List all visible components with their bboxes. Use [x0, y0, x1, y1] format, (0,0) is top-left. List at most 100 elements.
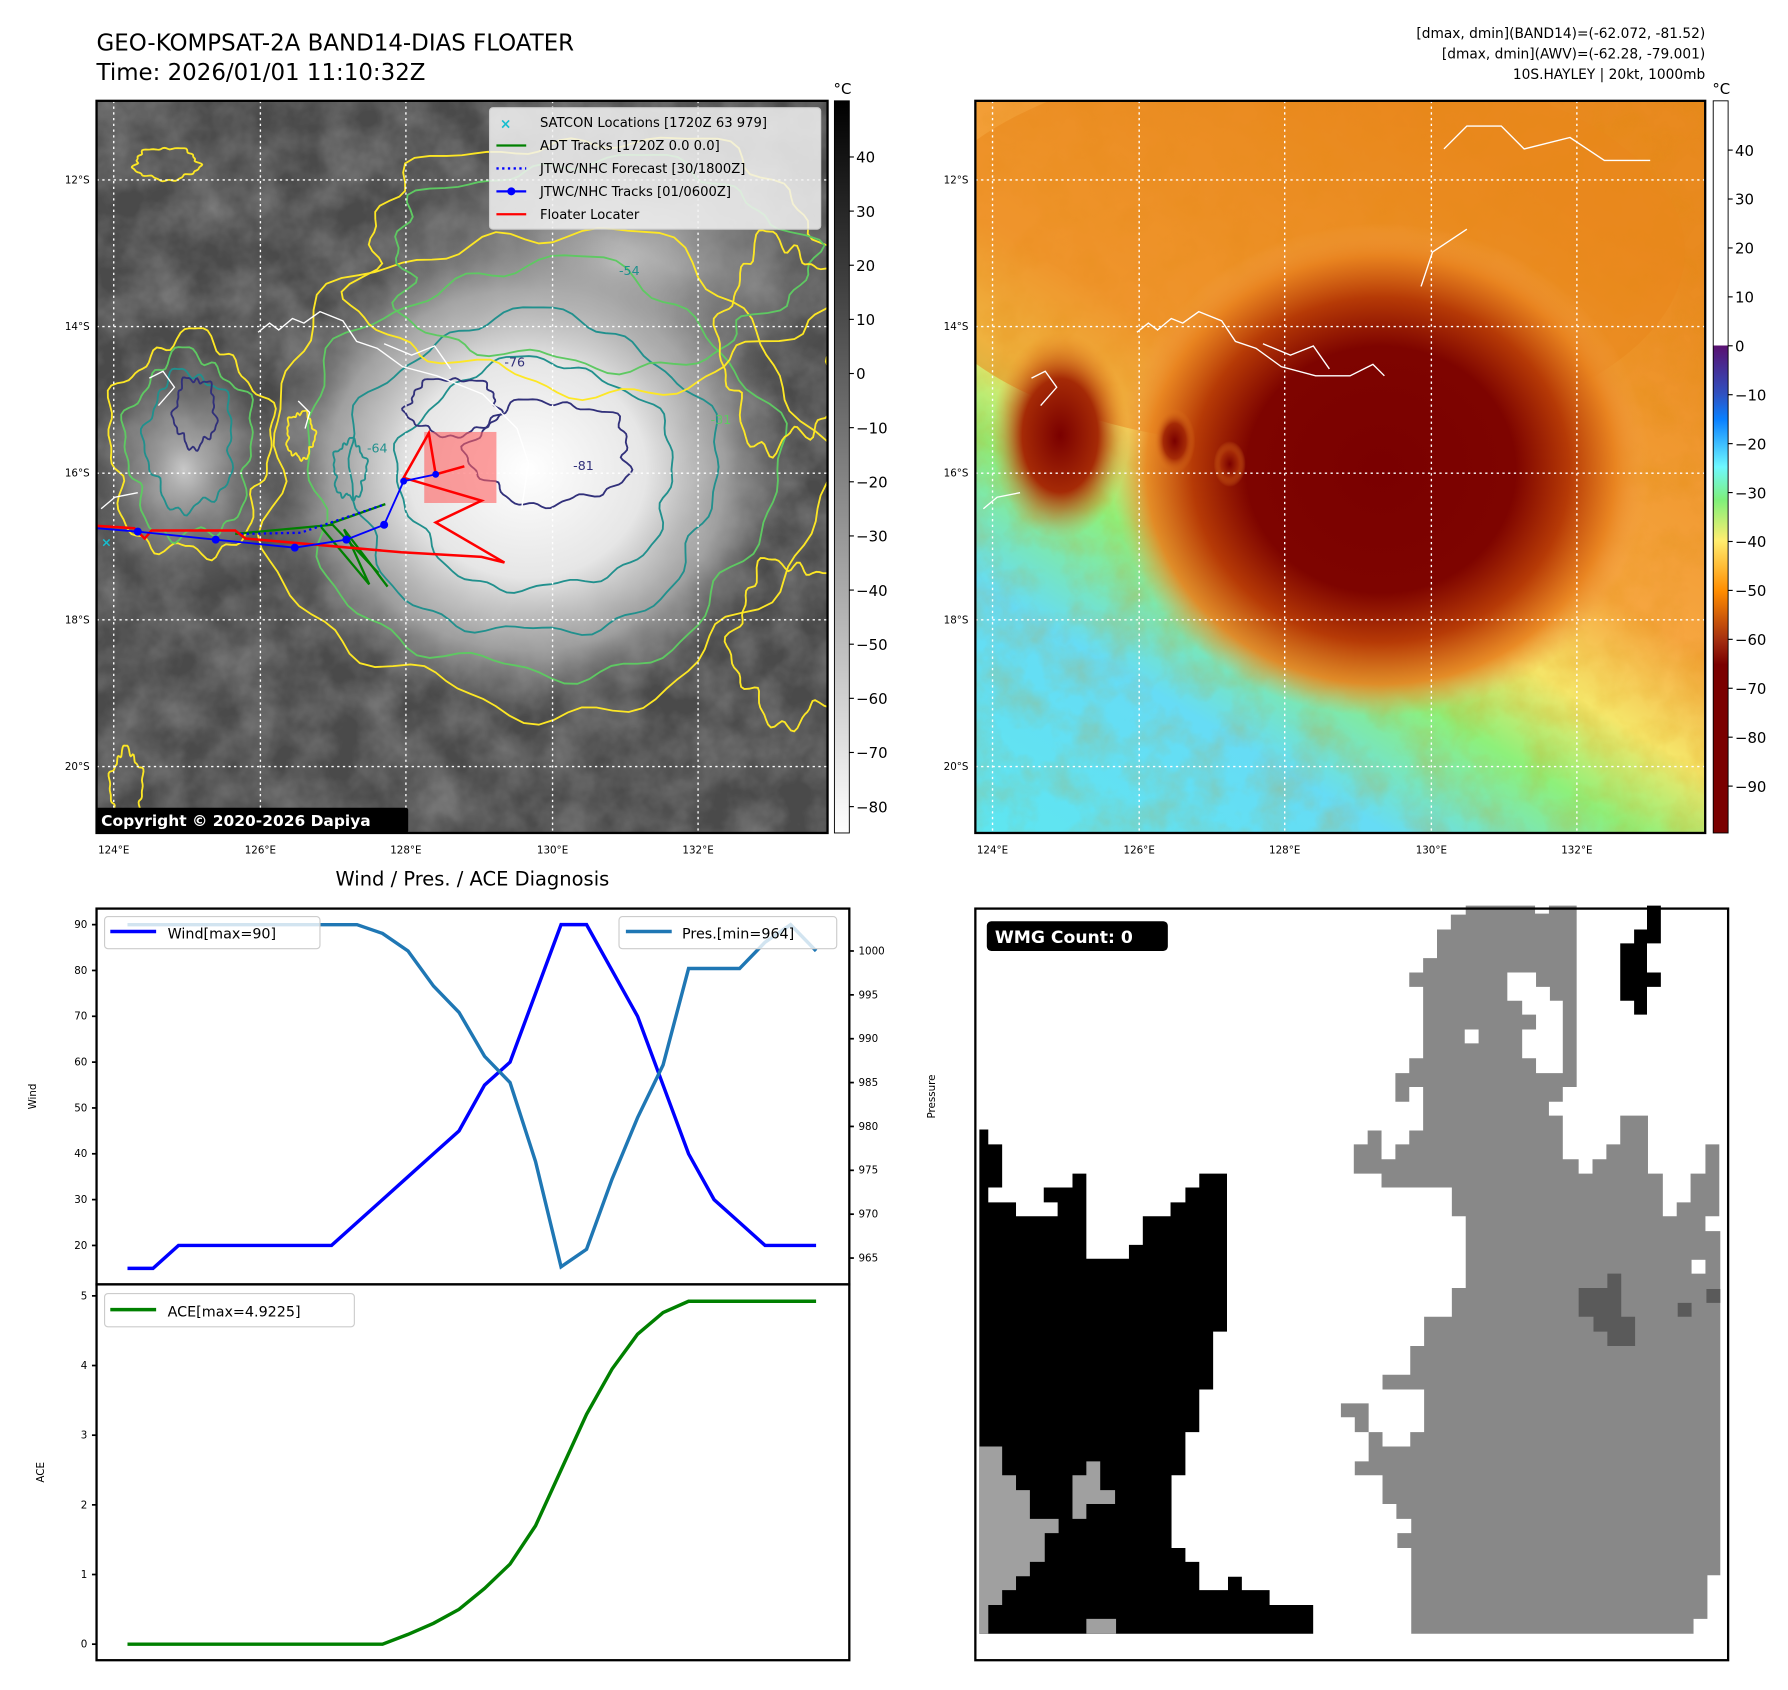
- colorbar-tick-label: −80: [1735, 729, 1766, 747]
- wind-tick-label: 40: [74, 1148, 87, 1160]
- contour-line: [170, 376, 219, 452]
- pressure-tick-label: 970: [858, 1209, 878, 1221]
- left-map-lon-label: 132°E: [682, 845, 713, 857]
- ace-legend-label: ACE[max=4.9225]: [168, 1304, 301, 1320]
- colorbar-tick-label: −50: [856, 636, 887, 654]
- wmg-count-label: WMG Count: 0: [995, 928, 1133, 948]
- wind-pressure-chart: Wind Pressure 20 30 40 50 60 70 80 90 965 970 975 9…: [27, 907, 938, 1286]
- band14-range-info: [dmax, dmin](BAND14)=(-62.072, -81.52): [1416, 26, 1705, 42]
- cloud-cluster-west: [96, 343, 287, 596]
- right-map-lon-label: 132°E: [1561, 845, 1592, 857]
- adt-track: [320, 526, 389, 588]
- colorbar-tick-label: 0: [856, 365, 865, 383]
- colorbar-tick-label: −40: [1735, 533, 1766, 551]
- legend-adt: ADT Tracks [1720Z 0.0 0.0]: [540, 139, 720, 154]
- contour-label: -64: [367, 441, 388, 456]
- jtwc-track-points: [133, 470, 440, 552]
- wmg-panel: WMG Count: 0: [974, 905, 1730, 1662]
- pressure-tick-label: 1000: [858, 945, 884, 957]
- wmg-count-badge: [986, 921, 1168, 951]
- wmg-clear-region: [1507, 972, 1563, 1074]
- legend-tracks: JTWC/NHC Tracks [01/0600Z]: [539, 185, 731, 200]
- wmg-darkgray-region: [1706, 1289, 1721, 1303]
- pressure-tick-label: 980: [858, 1121, 878, 1133]
- right-map-lat-label: 12°S: [944, 174, 969, 186]
- colorbar-tick-label: 30: [856, 203, 875, 221]
- map-gridlines: [975, 100, 1706, 833]
- ace-axis-label: ACE: [35, 1462, 47, 1483]
- ace-tick-label: 4: [81, 1360, 88, 1372]
- contour-line: [723, 557, 828, 733]
- wind-tick-label: 90: [74, 919, 87, 931]
- contour-label: -76: [504, 355, 525, 370]
- wind-tick-label: 30: [74, 1194, 87, 1206]
- wind-tick-label: 80: [74, 965, 87, 977]
- colorbar-unit: °C: [1712, 80, 1730, 98]
- satcon-x-icon: ×: [500, 116, 512, 132]
- copyright-badge: [96, 807, 409, 833]
- colorbar-tick-label: −10: [1735, 386, 1766, 404]
- coastline: [100, 310, 530, 510]
- contour-line: [130, 146, 204, 183]
- left-map-lat-label: 20°S: [65, 761, 90, 773]
- contour-line: [106, 327, 277, 562]
- right-map-lat-label: 14°S: [944, 321, 969, 333]
- left-map-lon-label: 130°E: [537, 845, 568, 857]
- storm-info: 10S.HAYLEY | 20kt, 1000mb: [1513, 67, 1705, 83]
- wind-series-line: [127, 922, 817, 1271]
- colorbar-tick-label: 40: [856, 149, 875, 167]
- wmg-clear-region: [1464, 1029, 1479, 1044]
- cold-cloud-cell: [1154, 409, 1196, 474]
- contour-line: [332, 436, 369, 503]
- colorbar-tick-label: −20: [856, 474, 887, 492]
- floater-locater-track: [96, 429, 506, 564]
- wind-tick-label: 50: [74, 1102, 87, 1114]
- right-map-lat-label: 20°S: [944, 761, 969, 773]
- wind-legend-label: Wind[max=90]: [168, 926, 277, 942]
- left-map-lat-label: 14°S: [65, 321, 90, 333]
- colorbar-tick-label: 30: [1735, 191, 1754, 209]
- contour-label: -81: [573, 458, 594, 473]
- right-map-lon-label: 128°E: [1269, 845, 1300, 857]
- ir-grayscale-map[interactable]: -54 -31 -64 -76 -81 × Copyright © 2020-2…: [81, 100, 872, 833]
- wmg-darkgray-region: [1677, 1302, 1692, 1317]
- wmg-darkgray-region: [1578, 1273, 1636, 1346]
- colorbar-tick-label: −50: [1735, 582, 1766, 600]
- left-map-frame: [95, 99, 829, 835]
- legend-floater: Floater Locater: [540, 208, 640, 223]
- map-axis-labels: 12°S 12°S 14°S 14°S 16°S 16°S 18°S 18°S 20°S 20°S…: [65, 174, 1593, 856]
- right-map-lat-label: 16°S: [944, 468, 969, 480]
- pressure-tick-label: 985: [858, 1077, 878, 1089]
- legend-satcon: SATCON Locations [1720Z 63 979]: [540, 116, 767, 131]
- ace-tick-label: 5: [81, 1290, 88, 1302]
- pressure-tick-label: 995: [858, 989, 878, 1001]
- colorbar-tick-label: 0: [1735, 338, 1744, 356]
- wmg-black-region: [979, 1129, 1314, 1634]
- contour-line: [285, 409, 318, 463]
- rainbow-colorbar: [1712, 100, 1729, 834]
- pressure-tick-label: 975: [858, 1165, 878, 1177]
- colorbar-tick-label: −80: [856, 798, 887, 816]
- wind-axis-label: Wind: [27, 1084, 39, 1110]
- coastline: [982, 125, 1651, 510]
- right-map-lon-label: 130°E: [1416, 845, 1447, 857]
- wmg-grid: [979, 905, 1721, 1634]
- enhanced-ir-color-map[interactable]: [905, 57, 1706, 833]
- left-map-lat-label: 16°S: [65, 468, 90, 480]
- colorbar-tick-label: −90: [1735, 778, 1766, 796]
- left-map-lon-label: 126°E: [245, 845, 276, 857]
- satcon-marker-icon: ×: [101, 535, 112, 550]
- right-map-lon-label: 124°E: [977, 845, 1008, 857]
- coastline-path: [982, 125, 1651, 510]
- right-map-lon-label: 126°E: [1124, 845, 1155, 857]
- wind-tick-label: 60: [74, 1057, 87, 1069]
- contour-label: -54: [619, 263, 640, 278]
- map-legend: × SATCON Locations [1720Z 63 979] ADT Tr…: [488, 107, 822, 230]
- pressure-tick-label: 990: [858, 1033, 878, 1045]
- colorbar-tick-label: −30: [1735, 484, 1766, 502]
- ace-tick-label: 1: [81, 1569, 88, 1581]
- copyright-text: Copyright © 2020-2026 Dapiya: [101, 812, 371, 830]
- pressure-tick-label: 965: [858, 1252, 878, 1264]
- colorbar-tick-label: 20: [1735, 240, 1754, 258]
